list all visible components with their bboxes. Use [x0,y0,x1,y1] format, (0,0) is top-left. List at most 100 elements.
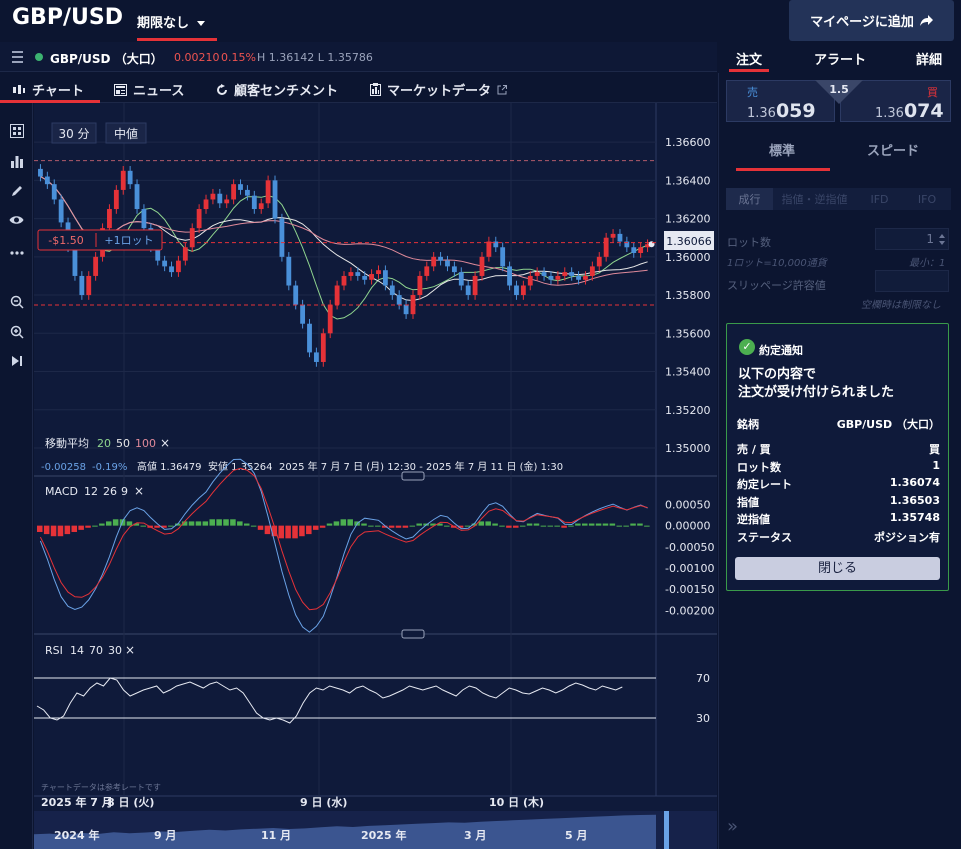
collapse-panel-icon[interactable]: » [727,816,739,837]
macd-histogram-bar [64,525,71,535]
navigator-handle [664,811,669,849]
macd-histogram-bar [85,525,91,528]
more-icon[interactable] [9,244,24,259]
candle-body [334,285,340,305]
close-button[interactable]: 閉じる [735,557,940,580]
tab-order[interactable]: 注文 [736,53,763,68]
nav-label-mar: 3 月 [464,829,486,842]
layout-icon[interactable] [9,124,24,139]
tab-sentiment[interactable]: 顧客センチメント [216,80,338,99]
skip-to-end-icon[interactable] [9,355,24,370]
macd-histogram-bar [50,525,57,537]
macd-slow: 26 [103,485,117,498]
price-chart[interactable]: 30 分 中値 -$1.50 +1ロット 1.36600 1.36400 1.362… [34,103,717,849]
interval-label: 30 分 [58,127,89,141]
position-chip[interactable] [37,229,163,251]
price-change: 0.00210 [174,51,220,64]
pane-resize-handle-1 [401,471,425,481]
macd-histogram-bar [209,519,215,526]
order-type-ifo[interactable]: IFO [917,192,937,206]
quote-box: 売 1.36059 買 1.36074 1.5 [726,80,951,122]
candle-body [576,275,581,280]
candle-body [493,241,499,248]
macd-histogram-bar [237,521,243,526]
bar-chart-icon[interactable] [9,154,24,169]
expiry-dropdown[interactable]: 期限なし [137,12,206,31]
candle-body [238,184,243,190]
spread-indicator: 1.5 [815,80,863,104]
tab-news[interactable]: ニュース [114,80,184,99]
zoom-in-icon[interactable] [9,325,24,340]
tab-market-data[interactable]: マーケットデータ [370,80,508,99]
macd-histogram-bar [168,525,174,527]
tab-chart[interactable]: チャート [12,80,84,99]
price-tick-label: 1.35000 [665,442,711,455]
candle-body [382,270,388,286]
buy-button[interactable]: 買 1.36074 [840,80,951,122]
candle-body [58,199,64,223]
add-to-mypage-button[interactable]: マイページに追加 [789,0,954,41]
candle-body [534,272,540,276]
lot-input[interactable]: 1 [875,228,949,250]
macd-histogram-bar [271,525,278,537]
macd-histogram-bar [250,525,257,527]
candle-body [141,209,147,229]
macd-histogram-bar [602,523,609,526]
macd-histogram-bar [388,525,395,528]
candle-body [272,180,278,219]
pane-resize-handle-2 [401,629,425,639]
sell-price: 1.36059 [747,100,816,122]
interval-button[interactable] [51,122,97,144]
candle-body [313,352,319,362]
order-type-ifd[interactable]: IFD [870,192,889,206]
price-tick-label: 1.35800 [665,289,711,302]
slippage-input[interactable] [875,270,949,292]
zoom-out-icon[interactable] [9,295,24,310]
price-change-pct: 0.15% [221,51,256,64]
macd-label: MACD [45,485,78,498]
chart-area[interactable]: 30 分 中値 -$1.50 +1ロット 1.36600 1.36400 1.362… [34,103,717,849]
macd-histogram-bar [126,521,133,526]
menu-icon[interactable] [12,51,23,66]
pencil-icon[interactable] [9,184,24,199]
price-type-button[interactable] [105,122,147,144]
remove-rsi-icon[interactable]: × [125,643,135,657]
expiry-underline [137,38,217,41]
sell-button[interactable]: 売 1.36059 [726,80,835,122]
rsi-lower: 30 [108,644,122,657]
stepper-icon[interactable] [939,234,945,245]
order-type-market[interactable]: 成行 [726,188,773,210]
tab-details[interactable]: 詳細 [916,53,943,68]
order-type-limit-stop[interactable]: 指値・逆指値 [781,193,848,206]
price-tick-label: 1.35600 [665,327,711,340]
ma50-label: 50 [116,437,130,450]
macd-histogram-bar [278,525,284,539]
macd-tick-label: -0.00050 [665,541,714,554]
macd-histogram-bar [140,525,147,527]
candle-body [638,247,644,253]
external-link-icon [497,84,508,94]
remove-ma-icon[interactable]: × [160,436,170,450]
price-tick-label: 1.35200 [665,404,711,417]
eye-icon[interactable] [9,214,24,229]
candle-body [548,275,554,280]
macd-histogram-bar [575,523,581,526]
tab-standard[interactable]: 標準 [769,144,796,159]
macd-tick-label: -0.00200 [665,604,714,617]
candle-body [624,241,630,248]
tab-alert[interactable]: アラート [814,53,867,68]
macd-histogram-bar [582,523,588,526]
lot-label: ロット数 [727,236,771,249]
macd-histogram-bar [375,525,381,527]
live-status-icon [35,53,43,61]
candle-body [541,272,547,276]
info-range: 2025 年 7 月 7 日 (月) 12:30 - 2025 年 7 月 11… [279,460,563,473]
macd-histogram-bar [37,525,43,532]
instrument-symbol[interactable]: GBP/USD （大口） [50,52,163,66]
remove-macd-icon[interactable]: × [134,484,144,498]
spread-value: 1.5 [829,83,849,96]
lot-note: 1ロット=10,000通貨 [727,258,827,269]
tab-speed[interactable]: スピード [867,144,920,159]
tab-sentiment-label: 顧客センチメント [234,84,339,99]
candle-body [107,209,112,229]
